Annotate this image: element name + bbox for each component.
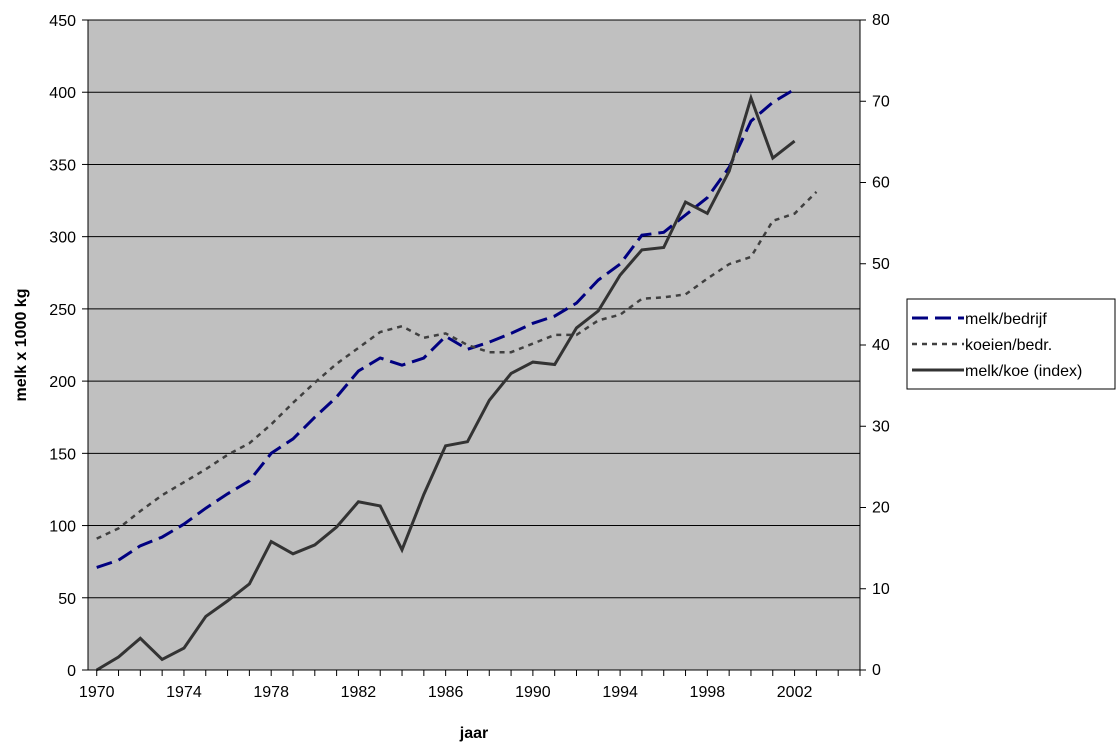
- y2-tick-label: 20: [872, 500, 890, 517]
- y-tick-label: 150: [49, 446, 76, 463]
- legend-label: koeien/bedr.: [965, 337, 1052, 354]
- y2-tick-label: 60: [872, 175, 890, 192]
- axes: [82, 19, 866, 676]
- y-tick-label: 450: [49, 13, 76, 30]
- y2-tick-label: 10: [872, 581, 890, 598]
- x-tick-label: 2002: [777, 684, 813, 701]
- y2-tick-label: 80: [872, 12, 890, 29]
- legend-box: [906, 298, 1116, 390]
- y-tick-label: 250: [49, 302, 76, 319]
- y-tick-label: 100: [49, 519, 76, 536]
- y2-tick-label: 70: [872, 93, 890, 110]
- y2-tick-label: 40: [872, 337, 890, 354]
- x-tick-label: 1982: [341, 684, 377, 701]
- x-tick-label: 1986: [428, 684, 464, 701]
- y-axis-title: melk x 1000 kg: [13, 289, 30, 402]
- y-tick-label: 350: [49, 157, 76, 174]
- legend: melk/bedrijf koeien/bedr. melk/koe (index): [906, 298, 1116, 390]
- legend-label: melk/bedrijf: [965, 311, 1047, 328]
- series-line-melk-bedrijf: [96, 88, 796, 569]
- y2-tick-label: 50: [872, 256, 890, 273]
- series-line-koeien-bedr-: [96, 191, 818, 540]
- x-tick-label: 1978: [253, 684, 289, 701]
- tick-labels: 0 50 100 150 200 250 300 350 400 450 0 10 20 30 40 50 60…: [49, 12, 890, 701]
- y-tick-label: 0: [67, 663, 76, 680]
- x-tick-label: 1998: [690, 684, 726, 701]
- x-tick-label: 1994: [602, 684, 638, 701]
- y2-tick-label: 0: [872, 662, 881, 679]
- y-tick-label: 400: [49, 85, 76, 102]
- x-tick-label: 1990: [515, 684, 551, 701]
- plot-area: [88, 20, 860, 670]
- legend-label: melk/koe (index): [965, 363, 1082, 380]
- y-tick-label: 200: [49, 374, 76, 391]
- y-tick-label: 50: [58, 591, 76, 608]
- y-tick-label: 300: [49, 230, 76, 247]
- legend-items: melk/bedrijf koeien/bedr. melk/koe (index): [912, 311, 1082, 380]
- y2-tick-label: 30: [872, 418, 890, 435]
- series-line-melk-koe-index-: [95, 93, 796, 672]
- x-tick-label: 1970: [79, 684, 115, 701]
- x-axis-title: jaar: [459, 725, 488, 742]
- x-tick-label: 1974: [166, 684, 202, 701]
- series-lines: [95, 88, 818, 672]
